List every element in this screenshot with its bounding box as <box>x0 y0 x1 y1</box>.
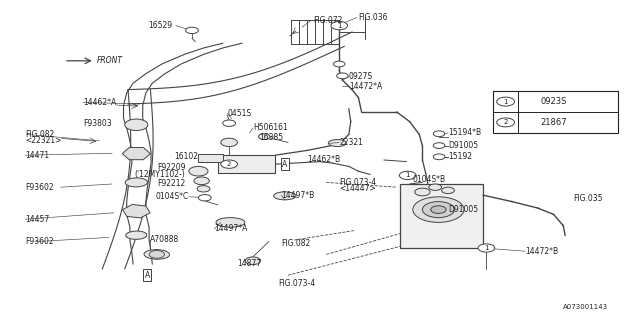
Text: 1: 1 <box>337 23 342 28</box>
Ellipse shape <box>274 192 296 200</box>
Circle shape <box>198 195 211 201</box>
Circle shape <box>431 206 446 213</box>
Ellipse shape <box>144 250 170 259</box>
Circle shape <box>194 177 209 185</box>
Text: 16102: 16102 <box>174 152 198 161</box>
Ellipse shape <box>216 218 244 227</box>
Bar <box>198 154 223 162</box>
Circle shape <box>429 184 442 190</box>
Circle shape <box>149 251 164 258</box>
Text: 14472*B: 14472*B <box>525 247 558 256</box>
Circle shape <box>221 160 237 168</box>
Text: 1: 1 <box>503 99 508 105</box>
Text: FRONT: FRONT <box>97 56 124 65</box>
Text: D91005: D91005 <box>448 141 478 150</box>
Circle shape <box>478 244 495 252</box>
Bar <box>493 91 618 133</box>
Text: 14471: 14471 <box>26 151 50 160</box>
Circle shape <box>413 197 464 222</box>
Circle shape <box>333 61 345 67</box>
Ellipse shape <box>328 140 346 147</box>
Text: 15192: 15192 <box>448 152 472 161</box>
Text: <14447>: <14447> <box>339 184 376 193</box>
Circle shape <box>189 166 208 176</box>
Circle shape <box>497 97 515 106</box>
Bar <box>218 155 275 173</box>
Text: A073001143: A073001143 <box>563 304 609 310</box>
Text: 1: 1 <box>405 172 410 178</box>
Text: 14877: 14877 <box>237 260 261 268</box>
Circle shape <box>433 207 445 212</box>
Circle shape <box>223 120 236 126</box>
Circle shape <box>422 202 454 218</box>
Text: FIG.073-4: FIG.073-4 <box>278 279 316 288</box>
Circle shape <box>221 138 237 147</box>
Circle shape <box>415 188 430 196</box>
Text: F93602: F93602 <box>26 237 54 246</box>
Text: 0927S: 0927S <box>349 72 373 81</box>
Circle shape <box>433 131 445 137</box>
Text: 14462*B: 14462*B <box>307 156 340 164</box>
Text: 2: 2 <box>504 119 508 125</box>
Text: FIG.072: FIG.072 <box>314 16 343 25</box>
Circle shape <box>433 154 445 160</box>
Text: F92212: F92212 <box>157 180 186 188</box>
Text: 16529: 16529 <box>148 21 173 30</box>
Circle shape <box>331 21 348 30</box>
Text: FIG.073-4: FIG.073-4 <box>339 178 376 187</box>
Circle shape <box>433 143 445 148</box>
Circle shape <box>497 118 515 127</box>
Circle shape <box>442 187 454 194</box>
Text: FIG.082: FIG.082 <box>282 239 311 248</box>
Text: H506161: H506161 <box>253 124 287 132</box>
Text: ('12MY1102-): ('12MY1102-) <box>135 170 186 179</box>
Circle shape <box>259 134 270 140</box>
Text: A: A <box>282 160 287 169</box>
Text: FIG.036: FIG.036 <box>358 13 388 22</box>
Text: 22321: 22321 <box>339 138 363 147</box>
Text: 0104S*C: 0104S*C <box>156 192 189 201</box>
Bar <box>400 184 483 248</box>
Text: 1: 1 <box>484 245 489 251</box>
Text: 14472*A: 14472*A <box>349 82 382 91</box>
Text: 14497*A: 14497*A <box>214 224 248 233</box>
Text: 14457: 14457 <box>26 215 50 224</box>
Circle shape <box>245 257 260 265</box>
Ellipse shape <box>125 178 147 187</box>
Text: 14462*A: 14462*A <box>83 98 116 107</box>
Text: 0451S: 0451S <box>227 109 252 118</box>
Text: A70888: A70888 <box>150 236 180 244</box>
Text: D91005: D91005 <box>448 205 478 214</box>
Text: <22321>: <22321> <box>26 136 62 145</box>
Text: 2: 2 <box>227 161 231 167</box>
Circle shape <box>197 186 210 192</box>
Circle shape <box>337 73 348 79</box>
Circle shape <box>186 27 198 34</box>
Text: F93602: F93602 <box>26 183 54 192</box>
Circle shape <box>399 171 416 180</box>
Text: 0923S: 0923S <box>540 97 567 106</box>
Text: F93803: F93803 <box>83 119 112 128</box>
Text: 15194*B: 15194*B <box>448 128 481 137</box>
Text: 0104S*B: 0104S*B <box>413 175 446 184</box>
Text: FIG.082: FIG.082 <box>26 130 55 139</box>
Text: 14497*B: 14497*B <box>282 191 315 200</box>
Text: 16385: 16385 <box>259 133 284 142</box>
Text: A: A <box>145 271 150 280</box>
Text: F92209: F92209 <box>157 164 186 172</box>
Text: 21867: 21867 <box>540 118 567 127</box>
Text: FIG.035: FIG.035 <box>573 194 602 203</box>
Circle shape <box>125 119 148 131</box>
Ellipse shape <box>126 231 147 239</box>
